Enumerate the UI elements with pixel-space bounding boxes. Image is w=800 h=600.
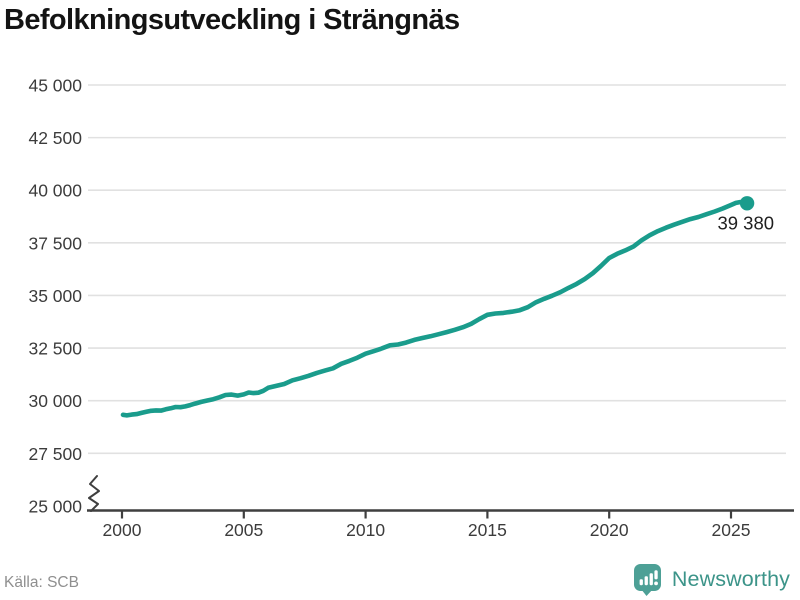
x-axis-tick-label: 2025 (712, 520, 751, 540)
x-axis-tick-label: 2020 (590, 520, 629, 540)
end-value-label: 39 380 (717, 212, 774, 233)
y-axis-tick-label: 35 000 (28, 286, 82, 306)
y-axis-tick-label: 25 000 (28, 496, 82, 516)
source-note: Källa: SCB (4, 574, 79, 591)
x-axis-tick-label: 2005 (224, 520, 263, 540)
newsworthy-wordmark: Newsworthy (671, 567, 790, 591)
population-line-chart: 45 000 42 500 40 000 37 500 35 000 32 500 30 0… (28, 76, 794, 540)
newsworthy-icon (633, 564, 661, 596)
y-axis-tick-label: 45 000 (28, 76, 82, 96)
end-point-marker (739, 196, 755, 211)
y-axis-tick-label: 27 500 (28, 444, 82, 464)
x-axis-tick-label: 2000 (103, 520, 142, 540)
y-axis-tick-label: 30 000 (28, 391, 82, 411)
y-axis-tick-label: 37 500 (28, 233, 82, 253)
population-line (120, 199, 750, 418)
y-axis-tick-label: 42 500 (28, 128, 82, 148)
y-axis-tick-label: 40 000 (28, 181, 82, 201)
y-axis-tick-label: 32 500 (28, 339, 82, 359)
x-axis-tick-label: 2015 (468, 520, 507, 540)
chart-title: Befolkningsutveckling i Strängnäs (4, 4, 460, 36)
newsworthy-logo[interactable]: Newsworthy (633, 563, 790, 596)
y-axis-break-icon (88, 475, 100, 512)
x-axis-tick-label: 2010 (346, 520, 385, 540)
